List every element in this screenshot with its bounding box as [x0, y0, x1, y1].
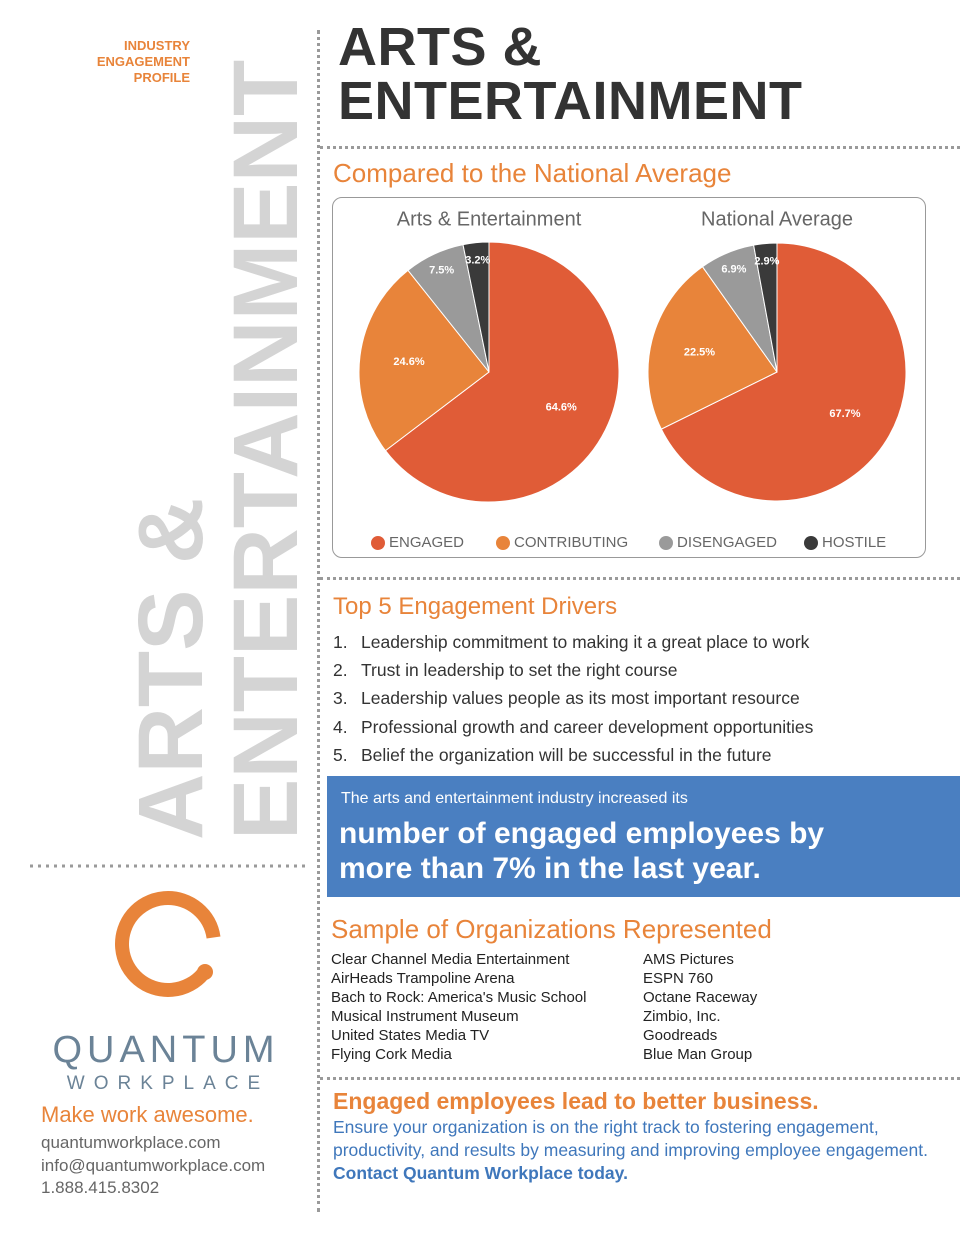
contact: 1.888.415.8302 [41, 1178, 160, 1197]
driver-text: Belief the organization will be successf… [361, 744, 772, 765]
slice-label: 67.7% [829, 408, 860, 420]
driver-number: 4. [333, 716, 348, 737]
callout: The arts and entertainment industry incr… [327, 776, 960, 897]
legend-swatch [371, 536, 385, 550]
legend-label: DISENGAGED [677, 534, 777, 551]
organization: Blue Man Group [643, 1046, 753, 1063]
pie-slice [647, 265, 778, 430]
divider [320, 1077, 960, 1080]
driver-text: Leadership commitment to making it a gre… [361, 632, 810, 652]
legend-label: ENGAGED [389, 534, 464, 551]
pie-slice [358, 269, 490, 452]
profile-label: INDUSTRY ENGAGEMENT PROFILE [60, 38, 190, 86]
footer-link: Contact Quantum Workplace today. [333, 1163, 628, 1183]
vertical-title: ARTS & [120, 498, 222, 840]
driver-number: 3. [333, 688, 348, 709]
logo-ring [115, 891, 221, 997]
driver-text: Professional growth and career developme… [361, 716, 814, 737]
pie-charts: Arts & Entertainment 64.6% 24.6% 7.5% 3.2% Na… [358, 208, 907, 551]
pie-title: National Average [701, 208, 853, 230]
organization: Bach to Rock: America's Music School [331, 989, 587, 1006]
driver-item: 5. Belief the organization will be succes… [333, 741, 813, 769]
footer-body: Ensure your organization is on the right… [333, 1116, 953, 1185]
driver-list: 1. Leadership commitment to making it a g… [333, 628, 813, 769]
section-heading: Top 5 Engagement Drivers [333, 593, 618, 620]
driver-number: 1. [333, 632, 348, 652]
driver-number: 5. [333, 744, 348, 765]
driver-item: 1. Leadership commitment to making it a g… [333, 628, 813, 656]
driver-number: 2. [333, 660, 348, 681]
contact: quantumworkplace.com [41, 1133, 221, 1152]
organization: ESPN 760 [643, 970, 714, 987]
vertical-divider [317, 30, 320, 1212]
pie-slice [384, 241, 620, 503]
slice-label: 2.9% [754, 255, 779, 267]
vertical-title: ENTERTAINMENT [215, 60, 316, 840]
contact: info@quantumworkplace.com [41, 1155, 266, 1175]
driver-item: 4. Professional growth and career develop… [333, 713, 813, 741]
profile-line: PROFILE [133, 70, 190, 85]
page-title: ARTS & ENTERTAINMENT [338, 20, 802, 128]
organization: United States Media TV [331, 1027, 490, 1044]
organization: Goodreads [643, 1027, 718, 1044]
highlight-line: more than 7% in the last year. [339, 852, 761, 885]
driver-text: Leadership values people as its most imp… [361, 688, 800, 709]
org-column: AMS Pictures ESPN 760 Octane Raceway Zimbio… [643, 950, 757, 1064]
chart-box: Arts & Entertainment 64.6% 24.6% 7.5% 3.2% Na… [332, 197, 926, 558]
brand-sub: WORKPLACE [67, 1073, 269, 1094]
slice-label: 22.5% [684, 346, 715, 358]
pie-slice [660, 242, 907, 502]
logo-dot [197, 964, 213, 980]
legend-label: CONTRIBUTING [514, 534, 628, 551]
organization: Octane Raceway [643, 989, 758, 1006]
footer-heading: Engaged employees lead to better busines… [333, 1088, 819, 1114]
legend-swatch [659, 536, 673, 550]
contacts: quantumworkplace.com info@quantumworkpla… [41, 1132, 265, 1200]
driver-item: 3. Leadership values people as its most i… [333, 684, 813, 712]
slice-label: 6.9% [721, 264, 746, 276]
organization: Clear Channel Media Entertainment [331, 951, 570, 968]
slice-label: 64.6% [546, 402, 577, 414]
legend-swatch [496, 536, 510, 550]
sidebar-graphics: ARTS & ENTERTAINMENT QUANTUM WORKPLACE [30, 60, 316, 1094]
driver-text: Trust in leadership to set the right cou… [361, 660, 678, 681]
title-line: ARTS & [338, 17, 542, 77]
slice-label: 7.5% [429, 265, 454, 277]
organization: Zimbio, Inc. [643, 1008, 721, 1025]
legend-label: HOSTILE [822, 534, 886, 551]
slice-label: 24.6% [393, 356, 424, 368]
profile-line: ENGAGEMENT [96, 54, 190, 69]
org-column: Clear Channel Media Entertainment AirHead… [331, 950, 586, 1064]
slice-label: 3.2% [465, 255, 490, 267]
organization: Flying Cork Media [331, 1046, 452, 1063]
divider [320, 577, 960, 580]
organization: AirHeads Trampoline Arena [331, 970, 515, 987]
callout-highlight: number of engaged employees by more than… [339, 816, 948, 886]
pie-slice [462, 241, 490, 373]
brand-name: QUANTUM [52, 1029, 279, 1071]
organization: Musical Instrument Museum [331, 1008, 519, 1025]
pie-title: Arts & Entertainment [397, 208, 582, 230]
legend-swatch [804, 536, 818, 550]
divider [320, 146, 960, 149]
footer-text: Ensure your organization is on the right… [333, 1117, 928, 1160]
profile-line: INDUSTRY [124, 38, 190, 53]
title-line: ENTERTAINMENT [338, 71, 803, 131]
highlight-line: number of engaged employees by [339, 817, 825, 850]
section-heading: Sample of Organizations Represented [331, 914, 772, 944]
tagline: Make work awesome. [41, 1102, 254, 1127]
driver-item: 2. Trust in leadership to set the right c… [333, 656, 813, 684]
section-heading: Compared to the National Average [333, 158, 732, 188]
organization: AMS Pictures [643, 951, 734, 968]
callout-intro: The arts and entertainment industry incr… [341, 790, 688, 807]
pie-slice [753, 242, 778, 373]
